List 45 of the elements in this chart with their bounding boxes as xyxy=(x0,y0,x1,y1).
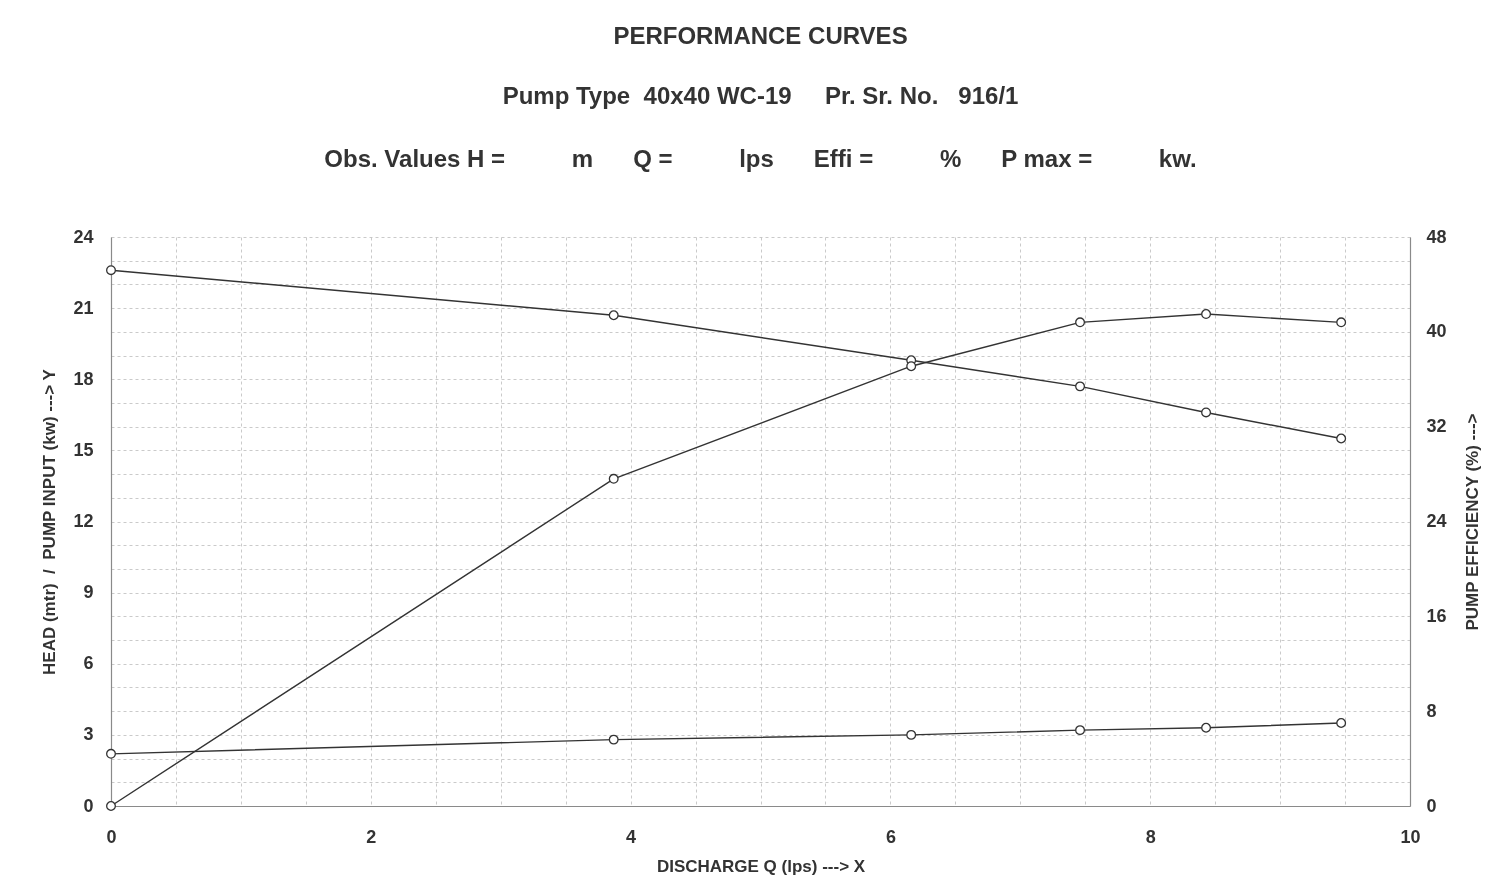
x-tick-label: 0 xyxy=(106,826,117,847)
point xyxy=(1201,309,1212,320)
x-tick-label: 10 xyxy=(1400,826,1421,847)
point xyxy=(1336,433,1347,444)
y2-tick-label: 16 xyxy=(1426,605,1447,626)
y2-tick-label: 24 xyxy=(1426,511,1447,531)
y-tick-label: 6 xyxy=(83,653,94,674)
y-tick-label: 12 xyxy=(73,511,94,531)
y2-tick-label: 8 xyxy=(1426,700,1437,721)
y-tick-label: 24 xyxy=(73,226,94,247)
point xyxy=(106,801,116,811)
chart-title: PERFORMANCE CURVES xyxy=(613,22,908,49)
y2-tick-label: 0 xyxy=(1426,795,1437,816)
y-tick-label: 21 xyxy=(73,297,94,318)
point xyxy=(1075,725,1086,736)
point xyxy=(1075,317,1086,328)
point xyxy=(1201,407,1212,418)
x-tick-label: 2 xyxy=(366,826,377,847)
x-axis-title: DISCHARGE Q (lps) ---> X xyxy=(656,856,866,876)
y-tick-label: 15 xyxy=(73,439,94,460)
point xyxy=(906,729,917,740)
x-tick-label: 4 xyxy=(626,826,637,847)
point xyxy=(1336,718,1347,728)
x-tick-label: 6 xyxy=(885,826,896,847)
point xyxy=(1201,722,1212,733)
point xyxy=(106,265,116,276)
point xyxy=(608,473,619,484)
y2-tick-label: 48 xyxy=(1426,226,1447,247)
x-tick-label: 8 xyxy=(1145,826,1156,847)
point xyxy=(608,734,619,745)
point xyxy=(1336,317,1347,328)
point xyxy=(906,361,917,372)
y-axis-title: HEAD (mtr) / PUMP INPUT (kw) ---> Y xyxy=(40,368,60,675)
point xyxy=(1075,381,1086,392)
text: Obs. Values H = m Q = lps Effi = % P max = kw. xyxy=(324,145,1197,172)
chart-subtitle: Pump Type 40x40 WC-19 Pr. Sr. No. 916/1 xyxy=(502,82,1019,109)
point xyxy=(106,748,116,759)
y-tick-label: 9 xyxy=(83,582,94,603)
y2-axis-title: PUMP EFFICIENCY (%) ---> xyxy=(1462,413,1482,631)
y2-tick-label: 40 xyxy=(1426,321,1447,342)
y-tick-label: 0 xyxy=(83,795,94,816)
point xyxy=(608,310,619,321)
y2-tick-label: 32 xyxy=(1426,416,1447,437)
y-tick-label: 18 xyxy=(73,368,94,389)
y-tick-label: 3 xyxy=(83,724,94,745)
